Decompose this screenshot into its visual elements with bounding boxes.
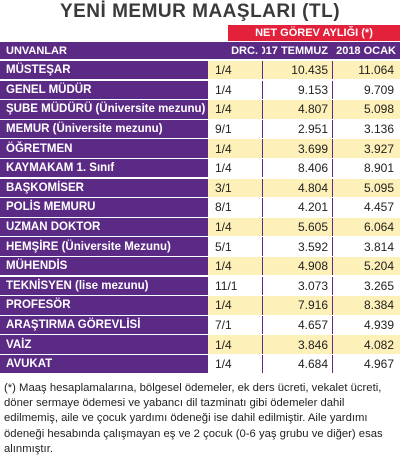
- title-cell: MÜSTEŞAR: [0, 61, 207, 80]
- value-cell: 3.136: [332, 119, 400, 139]
- value-cell: 1/4: [207, 217, 262, 237]
- value-cell: 7/1: [207, 315, 262, 335]
- title-cell: MEMUR (Üniversite mezunu): [0, 119, 207, 139]
- value-cell: 3.814: [332, 237, 400, 256]
- value-cell: 11/1: [207, 276, 262, 295]
- table-row: PROFESÖR 1/4 7.916 8.384: [0, 296, 400, 315]
- value-cell: 8/1: [207, 198, 262, 217]
- value-cell: 7.916: [262, 296, 332, 315]
- value-cell: 4.939: [332, 315, 400, 335]
- title-cell: GENEL MÜDÜR: [0, 80, 207, 99]
- table-row: UZMAN DOKTOR 1/4 5.605 6.064: [0, 217, 400, 237]
- table-row: KAYMAKAM 1. Sınıf 1/4 8.406 8.901: [0, 159, 400, 178]
- table-row: BAŞKOMİSER 3/1 4.804 5.095: [0, 178, 400, 197]
- title-cell: ŞUBE MÜDÜRÜ (Üniversite mezunu): [0, 100, 207, 119]
- footnote: (*) Maaş hesaplamalarına, bölgesel ödeme…: [4, 382, 383, 455]
- title-cell: ÖĞRETMEN: [0, 139, 207, 158]
- value-cell: 3.927: [332, 139, 400, 158]
- title-cell: POLİS MEMURU: [0, 198, 207, 217]
- column-header: 2018 OCAK: [332, 42, 400, 59]
- value-cell: 4.684: [262, 355, 332, 374]
- value-cell: 1/4: [207, 257, 262, 276]
- value-cell: 1/4: [207, 335, 262, 354]
- title-cell: TEKNİSYEN (lise mezunu): [0, 276, 207, 295]
- value-cell: 4.967: [332, 355, 400, 374]
- value-cell: 9.153: [262, 80, 332, 99]
- value-cell: 1/4: [207, 296, 262, 315]
- table-row: POLİS MEMURU 8/1 4.201 4.457: [0, 198, 400, 217]
- value-cell: 3.265: [332, 276, 400, 295]
- title: YENİ MEMUR MAAŞLARI (TL): [59, 1, 341, 22]
- title-cell: ARAŞTIRMA GÖREVLİSİ: [0, 315, 207, 335]
- value-cell: 1/4: [207, 159, 262, 178]
- value-cell: 1/4: [207, 61, 262, 80]
- value-cell: 5.095: [332, 178, 400, 197]
- value-cell: 8.384: [332, 296, 400, 315]
- value-cell: 4.908: [262, 257, 332, 276]
- table-row: MÜHENDİS 1/4 4.908 5.204: [0, 257, 400, 276]
- column-header: UNVANLAR: [0, 42, 207, 59]
- title-cell: UZMAN DOKTOR: [0, 217, 207, 237]
- value-cell: 1/4: [207, 355, 262, 374]
- table-row: ŞUBE MÜDÜRÜ (Üniversite mezunu) 1/4 4.807 5…: [0, 100, 400, 119]
- table-row: AVUKAT 1/4 4.684 4.967: [0, 355, 400, 374]
- value-cell: 4.807: [262, 100, 332, 119]
- value-cell: 5.204: [332, 257, 400, 276]
- value-cell: 5.098: [332, 100, 400, 119]
- value-cell: 9/1: [207, 119, 262, 139]
- table-row: MÜSTEŞAR 1/4 10.435 11.064: [0, 61, 400, 80]
- value-cell: 3.592: [262, 237, 332, 256]
- title-cell: VAİZ: [0, 335, 207, 354]
- column-header: 2017 TEMMUZ: [262, 42, 332, 59]
- table-row: VAİZ 1/4 3.846 4.082: [0, 335, 400, 354]
- value-cell: 8.406: [262, 159, 332, 178]
- value-cell: 9.709: [332, 80, 400, 99]
- value-cell: 3/1: [207, 178, 262, 197]
- value-cell: 4.804: [262, 178, 332, 197]
- value-cell: 4.657: [262, 315, 332, 335]
- value-cell: 11.064: [332, 61, 400, 80]
- value-cell: 10.435: [262, 61, 332, 80]
- value-cell: 3.073: [262, 276, 332, 295]
- title-cell: BAŞKOMİSER: [0, 178, 207, 197]
- subtitle: NET GÖREV AYLIĞI (*): [228, 25, 400, 41]
- table-row: HEMŞİRE (Üniversite Mezunu) 5/1 3.592 3.814: [0, 237, 400, 256]
- value-cell: 4.082: [332, 335, 400, 354]
- value-cell: 3.846: [262, 335, 332, 354]
- value-cell: 4.201: [262, 198, 332, 217]
- value-cell: 5.605: [262, 217, 332, 237]
- value-cell: 1/4: [207, 139, 262, 158]
- value-cell: 8.901: [332, 159, 400, 178]
- value-cell: 3.699: [262, 139, 332, 158]
- value-cell: 5/1: [207, 237, 262, 256]
- title-cell: AVUKAT: [0, 355, 207, 374]
- value-cell: 6.064: [332, 217, 400, 237]
- value-cell: 1/4: [207, 100, 262, 119]
- column-header: DRC.: [207, 42, 262, 59]
- table-row: ÖĞRETMEN 1/4 3.699 3.927: [0, 139, 400, 158]
- table-row: GENEL MÜDÜR 1/4 9.153 9.709: [0, 80, 400, 99]
- table-row: TEKNİSYEN (lise mezunu) 11/1 3.073 3.265: [0, 276, 400, 295]
- value-cell: 4.457: [332, 198, 400, 217]
- value-cell: 1/4: [207, 80, 262, 99]
- title-cell: PROFESÖR: [0, 296, 207, 315]
- title-cell: KAYMAKAM 1. Sınıf: [0, 159, 207, 178]
- title-cell: MÜHENDİS: [0, 257, 207, 276]
- value-cell: 2.951: [262, 119, 332, 139]
- title-cell: HEMŞİRE (Üniversite Mezunu): [0, 237, 207, 256]
- table-row: MEMUR (Üniversite mezunu) 9/1 2.951 3.136: [0, 119, 400, 139]
- table-row: ARAŞTIRMA GÖREVLİSİ 7/1 4.657 4.939: [0, 315, 400, 335]
